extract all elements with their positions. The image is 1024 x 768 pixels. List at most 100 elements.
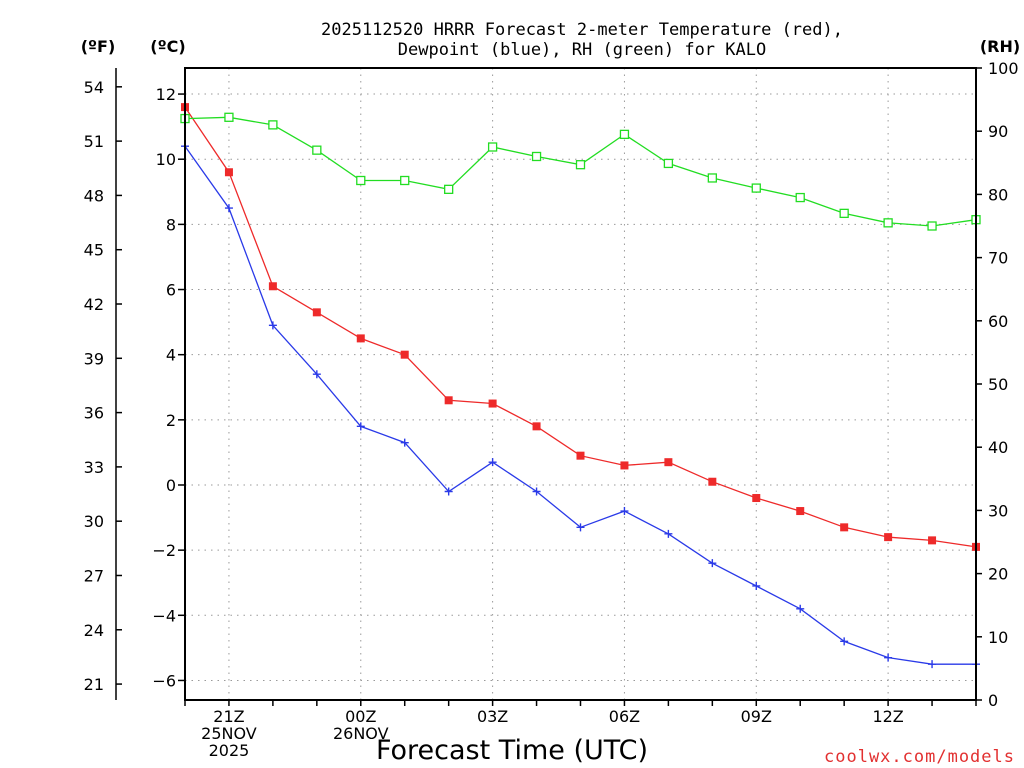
dewpoint-point [664,529,673,538]
rh-tick-label: 40 [988,438,1008,457]
x-tick-label: 00Z [345,707,376,726]
rh-point [707,173,717,183]
dewpoint-point [576,523,585,532]
plot-frame [184,67,977,701]
celsius-tick-label: −4 [152,606,176,625]
celsius-tick-label: 6 [166,281,176,300]
fahrenheit-tick-label: 48 [84,186,104,205]
temperature-point [532,422,541,431]
temperature-point [884,533,893,542]
dewpoint-point [796,604,805,613]
rh-line [184,116,977,227]
dewpoint-line [184,145,976,665]
chart-title-line-1: 2025112520 HRRR Forecast 2-meter Tempera… [321,20,843,40]
celsius-tick-label: −2 [152,541,176,560]
temperature-point [444,396,453,405]
temperature-point [224,168,233,177]
dewpoint-point [708,559,717,568]
rh-tick-label: 20 [988,565,1008,584]
chart-title: 2025112520 HRRR Forecast 2-meter Tempera… [321,20,843,60]
fahrenheit-tick-label: 24 [84,621,104,640]
rh-tick-label: 0 [988,691,998,710]
temperature-point [356,334,365,343]
rh-point [839,208,849,219]
x-tick-label: 06Z [609,707,640,726]
fahrenheit-tick-label: 39 [84,349,104,368]
rh-point [224,112,234,122]
rh-point [795,192,805,203]
celsius-tick-label: 8 [166,215,176,234]
dewpoint-point [840,637,849,646]
rh-point [575,160,586,170]
temperature-point [400,350,409,359]
dewpoint-point [884,653,893,662]
celsius-tick-label: 0 [166,476,176,495]
temperature-point [840,523,849,532]
rh-point [487,142,498,152]
temperature-point [488,399,497,408]
rh-point [663,158,674,169]
rh-tick-label: 70 [988,249,1008,268]
temperature-point [708,477,717,486]
x-tick-label: 09Z [741,707,772,726]
temperature-point [664,458,673,467]
temperature-point [576,451,585,460]
rh-point [531,151,542,162]
dewpoint-point [928,660,937,669]
temperature-point [312,308,321,317]
x-tick-label: 25NOV [201,724,257,743]
data-series [180,103,981,669]
temperature-point [796,507,805,516]
temperature-point [928,536,937,545]
celsius-tick-label: 4 [166,346,176,365]
rh-point [883,218,893,228]
rh-point [356,175,366,186]
dewpoint-point [444,487,453,496]
axes: 545148454239363330272421121086420−2−4−61… [84,59,1019,760]
celsius-tick-label: 2 [166,411,176,430]
celsius-tick-label: −6 [152,671,176,690]
x-tick-label: 03Z [477,707,508,726]
dewpoint-point [532,487,541,496]
temperature-point [620,461,629,470]
rh-tick-label: 100 [988,59,1019,78]
dewpoint-point [752,581,761,590]
fahrenheit-tick-label: 42 [84,295,104,314]
fahrenheit-tick-label: 51 [84,132,104,151]
x-tick-label: 26NOV [333,724,389,743]
x-tick-label: 2025 [209,741,250,760]
fahrenheit-tick-label: 36 [84,404,104,423]
dewpoint-point [312,370,321,379]
rh-tick-label: 50 [988,375,1008,394]
rh-point [751,183,761,193]
fahrenheit-tick-label: 54 [84,78,104,97]
fahrenheit-tick-label: 21 [84,675,104,694]
dewpoint-point [620,507,629,516]
temperature-point [268,282,277,291]
dewpoint-point [356,422,365,431]
celsius-tick-label: 10 [156,150,176,169]
rh-point [619,129,630,140]
gridlines [185,68,976,700]
rh-tick-label: 90 [988,122,1008,141]
rh-point [444,184,454,194]
dewpoint-point [488,458,497,467]
fahrenheit-tick-label: 45 [84,241,104,260]
rh-point [400,175,410,186]
rh-tick-label: 60 [988,312,1008,331]
x-axis-label: Forecast Time (UTC) [376,735,648,766]
temperature-line [184,106,977,548]
dewpoint-point [400,438,409,447]
rh-unit-label: (RH) [980,37,1020,56]
rh-point [268,120,278,130]
temperature-point [752,494,761,503]
rh-point [927,221,937,231]
x-tick-label: 12Z [872,707,903,726]
chart-title-line-2: Dewpoint (blue), RH (green) for KALO [398,40,766,60]
celsius-unit-label: (ºC) [150,37,185,56]
dewpoint-point [224,204,233,213]
fahrenheit-tick-label: 33 [84,458,104,477]
fahrenheit-tick-label: 27 [84,566,104,585]
celsius-tick-label: 12 [156,85,176,104]
